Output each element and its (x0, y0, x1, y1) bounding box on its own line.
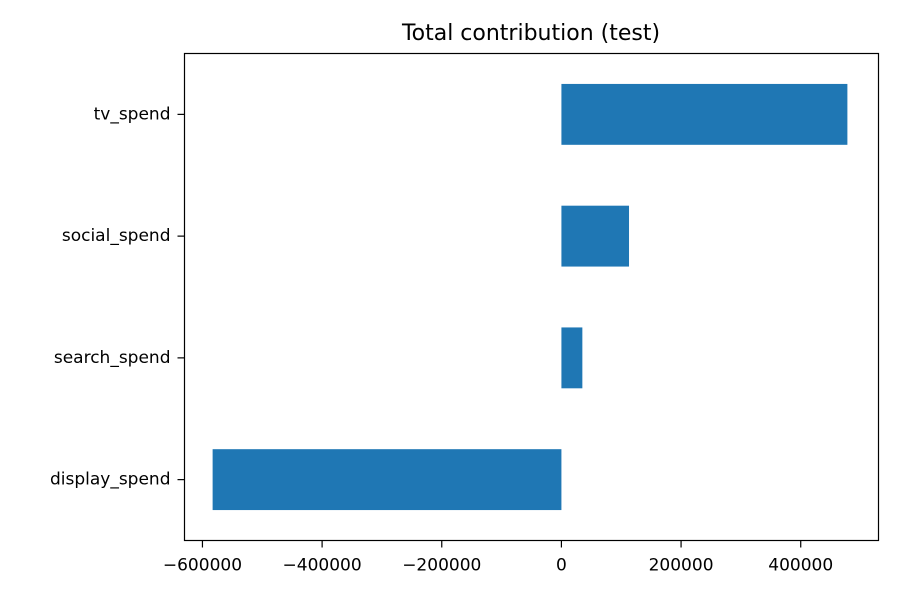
y-tick-label: display_spend (50, 470, 171, 490)
y-tick-label: tv_spend (94, 104, 171, 124)
y-tick-label: search_spend (54, 348, 171, 368)
x-tick-label: −600000 (163, 556, 242, 576)
bar-tv_spend (561, 83, 848, 145)
x-tick-label: 400000 (768, 556, 833, 576)
plot-frame (183, 52, 880, 542)
bars (212, 83, 848, 511)
y-axis: tv_spend social_spend search_spend display_… (50, 104, 185, 490)
chart-title: Total contribution (test) (401, 21, 660, 46)
bar-social_spend (561, 205, 630, 267)
x-tick-label: −400000 (283, 556, 362, 576)
y-tick-label: social_spend (62, 226, 171, 246)
x-tick-label: 0 (556, 556, 567, 576)
bar-display_spend (212, 449, 562, 511)
x-axis: −600000 −400000 −200000 0 200000 400000 (163, 540, 833, 576)
x-tick-label: −200000 (402, 556, 481, 576)
x-tick-label: 200000 (649, 556, 714, 576)
bar-search_spend (561, 327, 583, 389)
